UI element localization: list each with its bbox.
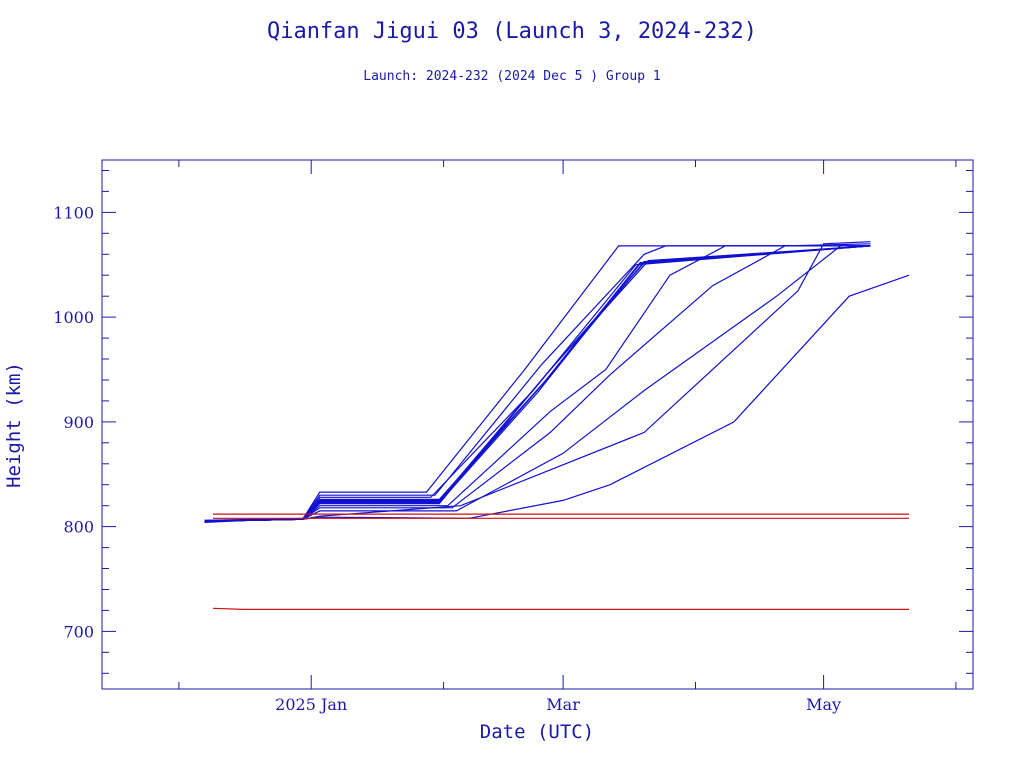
- series-line-13: [204, 274, 910, 522]
- series-line-1: [204, 245, 871, 522]
- series-line-7: [204, 245, 871, 522]
- x-tick-label: 2025 Jan: [275, 695, 347, 714]
- plot-frame: [101, 159, 974, 690]
- series-line-16: [212, 607, 909, 611]
- series-line-11: [204, 245, 871, 522]
- y-tick-label: 700: [63, 622, 94, 641]
- series-line-6: [204, 245, 871, 521]
- x-axis-label: Date (UTC): [480, 721, 594, 743]
- y-tick-label: 800: [63, 518, 94, 537]
- y-tick-label: 900: [63, 413, 94, 432]
- y-tick-label: 1100: [53, 203, 94, 222]
- series-layer: [204, 241, 910, 611]
- series-line-3: [204, 245, 871, 521]
- x-tick-label: Mar: [546, 695, 580, 714]
- x-tick-label: May: [806, 695, 841, 714]
- tick-layer: 700 800 900 1000 1100 2025 Jan Mar May: [53, 160, 973, 714]
- series-line-8: [204, 245, 871, 522]
- y-axis-label: Height (km): [3, 362, 25, 488]
- chart-title: Qianfan Jigui 03 (Launch 3, 2024-232): [267, 19, 757, 44]
- series-line-2: [204, 245, 871, 522]
- y-tick-label: 1000: [53, 308, 94, 327]
- series-line-9: [204, 245, 871, 522]
- chart-subtitle: Launch: 2024-232 (2024 Dec 5 ) Group 1: [363, 69, 660, 84]
- series-line-4: [204, 245, 871, 522]
